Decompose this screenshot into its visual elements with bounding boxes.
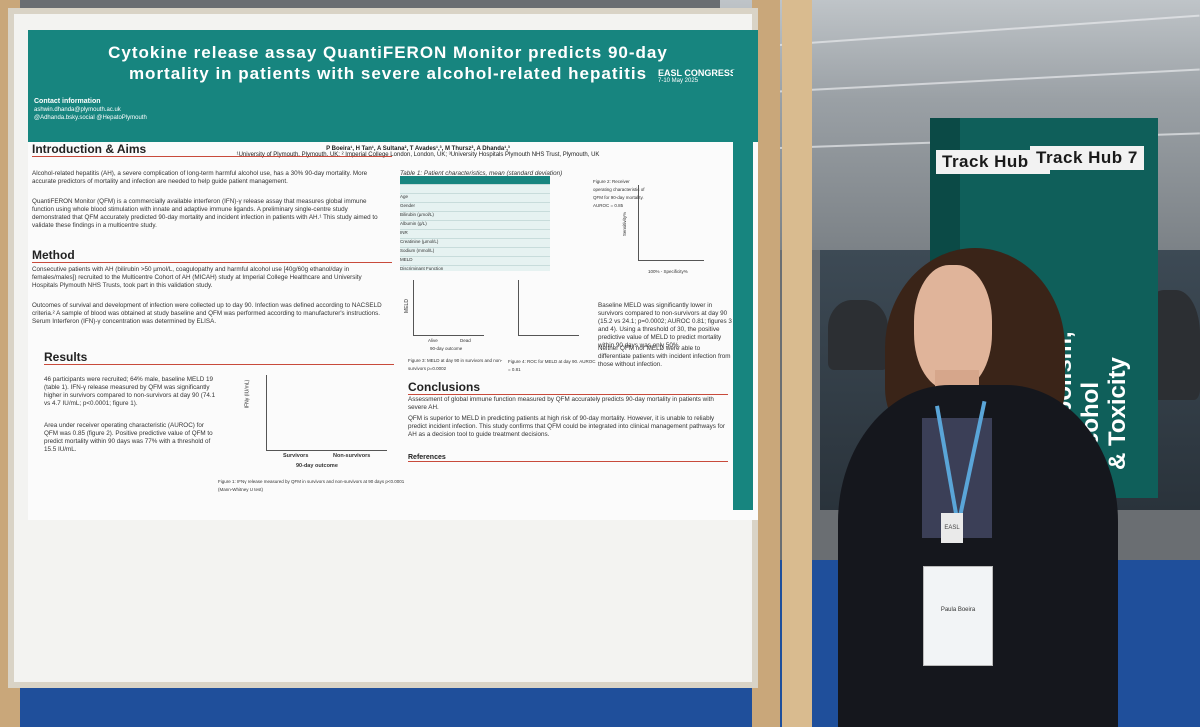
figure3-plot [413, 280, 484, 336]
research-poster: Cytokine release assay QuantiFERON Monit… [28, 30, 758, 520]
section-heading: References [408, 454, 728, 462]
table-row-label: Gender [400, 203, 416, 208]
figure3-ylabel: MELD [403, 299, 410, 313]
contact-line: ashwin.dhanda@plymouth.ac.uk [34, 107, 121, 113]
figure1-xlabel: 90-day outcome [296, 463, 338, 469]
contact-line: @Adhanda.bsky.social @HepatoPlymouth [34, 115, 147, 121]
congress-name: EASL CONGRESS [658, 68, 736, 78]
poster-header: Cytokine release assay QuantiFERON Monit… [28, 30, 758, 142]
figure2-ylabel: Sensitivity% [622, 211, 628, 237]
table-row-label: INR [400, 230, 408, 235]
method-paragraph: Consecutive patients with AH (bilirubin … [32, 266, 362, 289]
figure3-group: Alive [428, 338, 438, 343]
figure4-plot [518, 280, 579, 336]
affiliations: ¹University of Plymouth, Plymouth, UK; ²… [236, 152, 600, 158]
name-badge: Paula Boeira [923, 566, 993, 666]
conclusions-paragraph: Assessment of global immune function mea… [408, 396, 714, 411]
figure1-group: Survivors [283, 453, 309, 459]
figure2-plot [638, 185, 704, 261]
figure1-ylabel: IFNγ (IU/mL) [244, 379, 251, 409]
poster-authors: P Boeira¹, H Tan¹, A Sultana², T Avades¹… [208, 146, 628, 158]
figure1-caption: Figure 1: IFNγ release measured by QFM i… [218, 479, 405, 492]
author-list: P Boeira¹, H Tan¹, A Sultana², T Avades¹… [326, 146, 510, 152]
conclusions-paragraph: QFM is superior to MELD in predicting pa… [408, 415, 725, 438]
section-heading: Introduction & Aims [32, 142, 392, 157]
table-row: Gender [400, 194, 550, 208]
tower-topic-line: & Toxicity [1104, 357, 1131, 470]
section-heading: Results [44, 350, 394, 365]
poster-title: Cytokine release assay QuantiFERON Monit… [108, 43, 668, 83]
section-heading: Method [32, 248, 392, 263]
table-row: Sodium (mmol/L) [400, 239, 550, 253]
table-row-label: Creatinine (µmol/L) [400, 239, 439, 244]
table-row-label: Discriminant Function [400, 266, 444, 271]
results-paragraph: Area under receiver operating characteri… [44, 422, 213, 453]
lanyard-tag: EASL [941, 513, 963, 543]
contact-heading: Contact information [34, 98, 101, 105]
track-hub-sign-right: Track Hub 7 [1030, 146, 1144, 170]
figure1-group: Non-survivors [333, 453, 371, 459]
table-row: Albumin (g/L) [400, 212, 550, 226]
table-row-label: Age [400, 194, 409, 199]
figure4-caption: Figure 4: ROC for MELD at day 90. AUROC … [508, 359, 596, 372]
table-row: MELD [400, 248, 550, 262]
crowd [828, 300, 888, 370]
figure1-plot [266, 375, 387, 451]
table-row: Bilirubin (µmol/L) [400, 203, 550, 217]
table-caption: Table 1: Patient characteristics, mean (… [400, 170, 563, 177]
patient-characteristics-table: Age Gender Bilirubin (µmol/L) Albumin (g… [400, 176, 550, 271]
congress-dates: 7-10 May 2025 [658, 78, 699, 84]
badge-name: Paula Boeira [940, 607, 976, 613]
easel-post [782, 0, 812, 727]
table-row: INR [400, 221, 550, 235]
contact-block: Contact information ashwin.dhanda@plymou… [34, 98, 147, 122]
table-row-label: MELD [400, 257, 413, 262]
poster-side-strip [733, 70, 753, 510]
table-row-label: Bilirubin (µmol/L) [400, 212, 434, 217]
congress-logo: EASL CONGRESS 7-10 May 2025 [658, 68, 736, 84]
section-heading: Conclusions [408, 380, 728, 395]
figure3-xlabel: 90-day outcome [430, 346, 463, 351]
figure3-caption: Figure 3: MELD at day 90 in survivors an… [408, 358, 503, 371]
table-row-label: Albumin (g/L) [400, 221, 427, 226]
results-paragraph: Baseline MELD was significantly lower in… [598, 302, 732, 349]
intro-paragraph: QuantiFERON Monitor (QFM) is a commercia… [32, 198, 378, 229]
results-paragraph: 46 participants were recruited; 64% male… [44, 376, 216, 407]
table-row: Discriminant Function [400, 257, 550, 271]
table-header-row [400, 176, 550, 185]
table-row: Creatinine (µmol/L) [400, 230, 550, 244]
table-row-label: Sodium (mmol/L) [400, 248, 435, 253]
table-row: Age [400, 185, 550, 199]
intro-paragraph: Alcohol-related hepatitis (AH), a severe… [32, 170, 368, 185]
results-paragraph: Neither QFM nor MELD were able to differ… [598, 345, 731, 368]
figure2-xlabel: 100% - Specificity% [648, 269, 688, 274]
method-paragraph: Outcomes of survival and development of … [32, 302, 382, 325]
presenter-face [914, 265, 992, 390]
figure3-group: Dead [460, 338, 471, 343]
figure2-caption: Figure 2: Receiver operating characteris… [593, 179, 645, 208]
